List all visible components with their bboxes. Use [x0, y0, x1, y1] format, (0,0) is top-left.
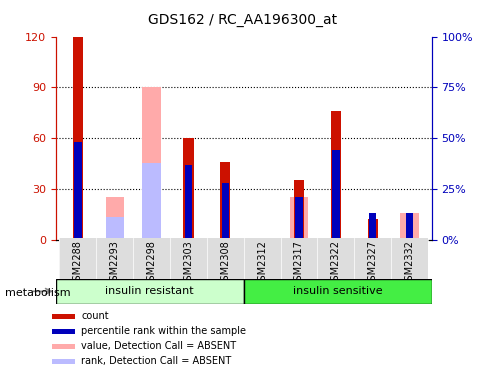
- Bar: [243, 238, 280, 280]
- Bar: [399, 213, 418, 240]
- Text: GSM2308: GSM2308: [220, 240, 230, 287]
- Text: metabolism: metabolism: [5, 288, 70, 298]
- Bar: [390, 238, 427, 280]
- Text: percentile rank within the sample: percentile rank within the sample: [81, 326, 246, 336]
- Bar: [51, 344, 75, 349]
- Bar: [74, 142, 81, 240]
- Text: value, Detection Call = ABSENT: value, Detection Call = ABSENT: [81, 341, 236, 351]
- Text: GSM2288: GSM2288: [73, 240, 83, 287]
- Bar: [142, 87, 161, 240]
- Bar: [293, 180, 303, 240]
- Text: GSM2317: GSM2317: [293, 240, 303, 287]
- Text: rank, Detection Call = ABSENT: rank, Detection Call = ABSENT: [81, 356, 231, 366]
- Text: count: count: [81, 311, 109, 321]
- Bar: [106, 197, 124, 240]
- Text: GSM2303: GSM2303: [183, 240, 193, 287]
- Bar: [51, 314, 75, 319]
- Bar: [332, 150, 339, 240]
- FancyBboxPatch shape: [243, 279, 431, 304]
- Bar: [60, 238, 96, 280]
- Text: insulin resistant: insulin resistant: [105, 286, 194, 296]
- Bar: [289, 197, 307, 240]
- Bar: [368, 213, 376, 240]
- Bar: [183, 138, 193, 240]
- Text: GSM2312: GSM2312: [257, 240, 267, 287]
- Bar: [405, 213, 412, 240]
- Bar: [280, 238, 317, 280]
- Bar: [295, 197, 302, 240]
- Text: GSM2322: GSM2322: [330, 240, 340, 287]
- Bar: [96, 238, 133, 280]
- Bar: [317, 238, 353, 280]
- Bar: [184, 165, 192, 240]
- Bar: [220, 162, 230, 240]
- Bar: [142, 163, 161, 240]
- Bar: [207, 238, 243, 280]
- Text: GSM2327: GSM2327: [367, 240, 377, 287]
- Bar: [221, 183, 228, 240]
- Bar: [133, 238, 170, 280]
- Text: insulin sensitive: insulin sensitive: [292, 286, 382, 296]
- Bar: [73, 37, 83, 240]
- Bar: [170, 238, 207, 280]
- Bar: [367, 219, 377, 240]
- FancyBboxPatch shape: [56, 279, 243, 304]
- Text: GSM2332: GSM2332: [404, 240, 414, 287]
- Bar: [51, 329, 75, 334]
- Text: GSM2298: GSM2298: [146, 240, 156, 287]
- Text: GSM2293: GSM2293: [109, 240, 120, 287]
- Bar: [330, 111, 340, 240]
- Bar: [51, 359, 75, 364]
- Bar: [353, 238, 390, 280]
- Text: GDS162 / RC_AA196300_at: GDS162 / RC_AA196300_at: [148, 13, 336, 27]
- Bar: [106, 217, 124, 240]
